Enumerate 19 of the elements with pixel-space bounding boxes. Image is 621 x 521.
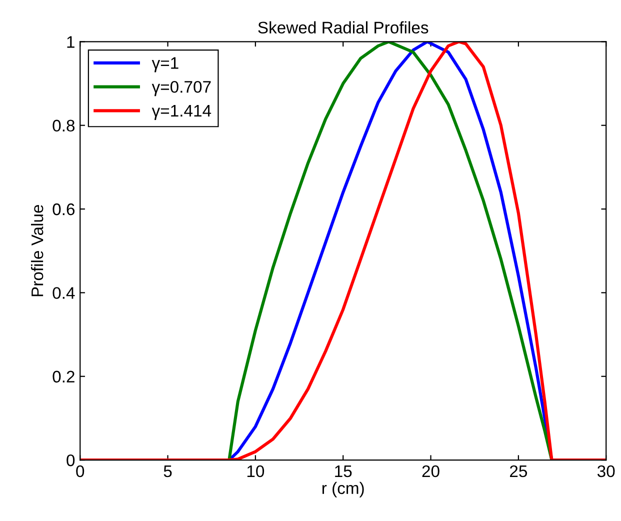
y-tick-label: 1 xyxy=(67,36,74,48)
y-tick-label: 0.2 xyxy=(52,370,74,383)
x-tick-label: 15 xyxy=(335,466,352,478)
legend-label: γ=1 xyxy=(152,57,178,72)
y-tick-label: 0.4 xyxy=(52,287,75,299)
x-tick-label: 10 xyxy=(247,465,264,478)
x-tick-label: 20 xyxy=(422,465,440,478)
x-tick-label: 25 xyxy=(510,465,528,478)
x-tick-label: 5 xyxy=(164,466,172,478)
y-axis-title: Profile Value xyxy=(30,204,44,296)
x-axis-title: r (cm) xyxy=(322,482,364,498)
y-tick-label: 0.6 xyxy=(52,203,75,216)
x-tick-label: 30 xyxy=(597,465,615,478)
y-tick-label: 0.8 xyxy=(52,120,75,132)
y-tick-label: 0 xyxy=(66,454,75,466)
x-tick-label: 0 xyxy=(76,465,84,478)
legend-label: γ=1.414 xyxy=(152,105,212,120)
chart-title: Skewed Radial Profiles xyxy=(258,21,428,34)
legend-label: γ=0.707 xyxy=(152,80,211,96)
